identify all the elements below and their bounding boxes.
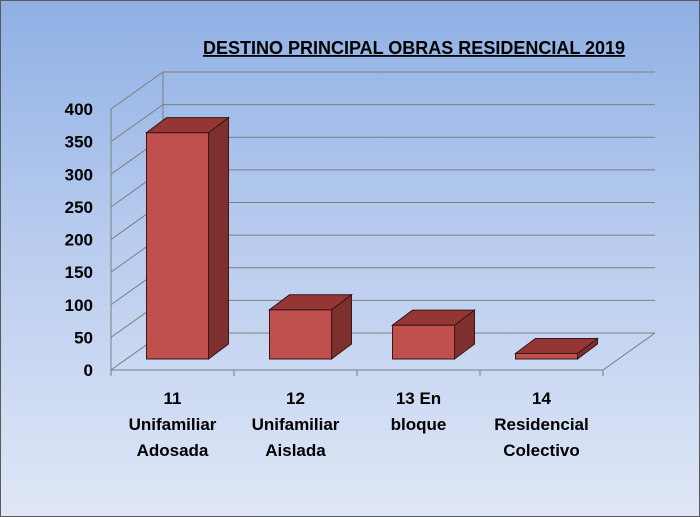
bar-top-face [144, 117, 231, 134]
bar-front-face [392, 324, 455, 360]
x-tick-label: 13 En bloque [391, 389, 447, 434]
x-axis-tick-labels: 11 Unifamiliar Adosada 12 Unifamiliar Aislada… [129, 389, 589, 460]
bars [144, 116, 599, 360]
y-axis-tick-labels: 0 50 100 150 200 250 300 350 400 [65, 100, 93, 380]
y-tick-label: 350 [65, 133, 93, 152]
bar-front-face [146, 132, 209, 360]
bar [391, 309, 476, 360]
y-tick-label: 300 [65, 165, 93, 184]
chart-title: DESTINO PRINCIPAL OBRAS RESIDENCIAL 2019 [203, 38, 625, 58]
y-tick-label: 250 [65, 198, 93, 217]
bar-side-face [208, 116, 229, 360]
bar [268, 293, 353, 360]
y-tick-label: 0 [84, 361, 93, 380]
y-tick-label: 50 [74, 328, 93, 347]
x-tick-label: 14 Residencial Colectivo [494, 389, 589, 460]
y-tick-label: 400 [65, 100, 93, 119]
x-tick-label: 12 Unifamiliar Aislada [252, 389, 340, 460]
bar-front-face [269, 309, 332, 360]
y-tick-label: 150 [65, 263, 93, 282]
bar [144, 116, 231, 360]
bar-top-face [391, 309, 476, 326]
bar-top-face [268, 294, 353, 311]
x-tick-label: 11 Unifamiliar Adosada [129, 389, 217, 460]
gridline [110, 71, 655, 110]
y-tick-label: 200 [65, 231, 93, 250]
bar-front-face [515, 352, 578, 360]
bar-top-face [514, 337, 599, 354]
bar [514, 337, 599, 360]
y-tick-label: 100 [65, 296, 93, 315]
